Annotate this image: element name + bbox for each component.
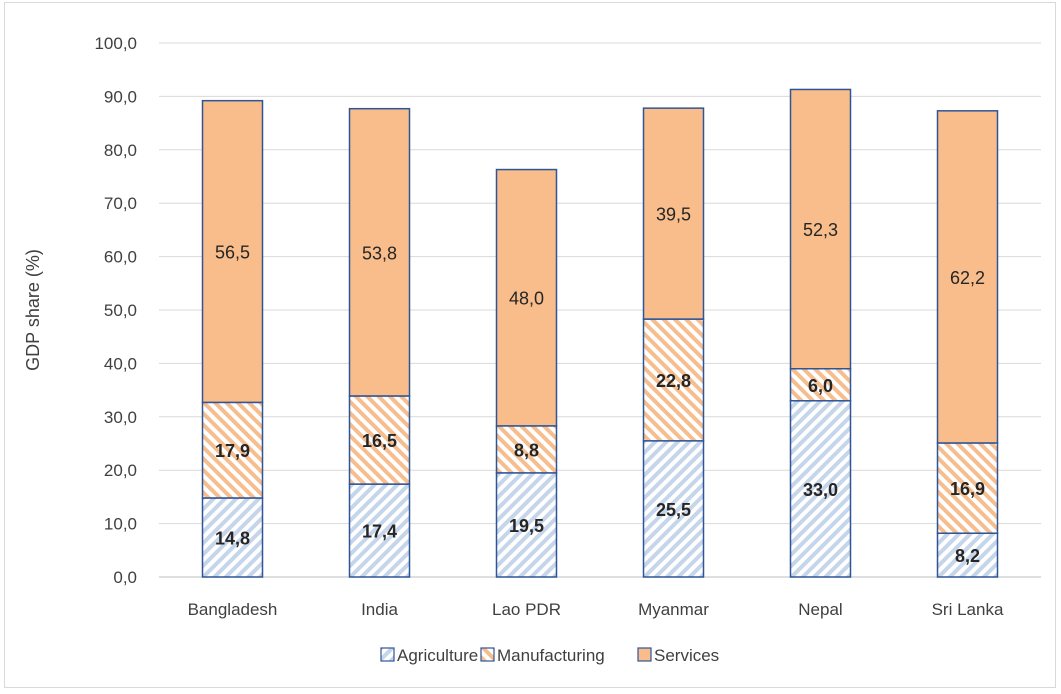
- data-label: 22,8: [656, 371, 691, 391]
- y-tick-label: 70,0: [104, 194, 137, 213]
- y-tick-label: 40,0: [104, 354, 137, 373]
- data-label: 16,5: [362, 431, 397, 451]
- x-tick-label: Nepal: [798, 600, 842, 619]
- y-tick-label: 90,0: [104, 87, 137, 106]
- data-label: 56,5: [215, 243, 250, 263]
- chart-frame: 0,0 10,0 20,0 30,0 40,0 50,0 60,0 70,0 80,0 90,0 1…: [4, 2, 1056, 688]
- bar-segment-manufacturing: [201, 401, 264, 499]
- data-label: 53,8: [362, 243, 397, 263]
- y-axis-tick-labels: 0,0 10,0 20,0 30,0 40,0 50,0 60,0 70,0 80,0 90,0 1…: [94, 34, 137, 587]
- y-tick-label: 10,0: [104, 515, 137, 534]
- bar-segment-services: [936, 110, 999, 444]
- y-tick-label: 80,0: [104, 141, 137, 160]
- y-tick-label: 20,0: [104, 461, 137, 480]
- legend: Agriculture Manufacturing Services: [380, 646, 719, 665]
- bars: 14,8 17,9 56,5 17,4 16,5 53,8 19,5 8,8 48,0 25,5 2…: [201, 88, 999, 578]
- x-tick-label: India: [361, 600, 398, 619]
- data-label: 6,0: [808, 376, 833, 396]
- data-label: 16,9: [950, 479, 985, 499]
- x-tick-label: Lao PDR: [492, 600, 561, 619]
- data-label: 17,9: [215, 441, 250, 461]
- bar-segment-agriculture: [642, 440, 705, 578]
- data-label: 19,5: [509, 516, 544, 536]
- data-label: 52,3: [803, 220, 838, 240]
- data-label: 48,0: [509, 289, 544, 309]
- bar-segment-services: [789, 88, 852, 370]
- bar-segment-agriculture: [936, 532, 999, 578]
- bar-segment-manufacturing: [348, 395, 411, 485]
- data-label: 17,4: [362, 522, 397, 542]
- legend-swatch: [380, 647, 395, 662]
- y-tick-label: 100,0: [94, 34, 137, 53]
- legend-swatch: [480, 647, 495, 662]
- bar-segment-agriculture: [201, 497, 264, 578]
- legend-label: Services: [654, 646, 719, 665]
- bar-segment-agriculture: [348, 483, 411, 578]
- stacked-bar-chart: 0,0 10,0 20,0 30,0 40,0 50,0 60,0 70,0 80,0 90,0 1…: [23, 34, 1041, 665]
- bar-segment-services: [495, 168, 558, 427]
- data-label: 25,5: [656, 500, 691, 520]
- x-tick-label: Bangladesh: [188, 600, 278, 619]
- bar-segment-agriculture: [789, 400, 852, 578]
- x-tick-label: Myanmar: [638, 600, 709, 619]
- gridlines: [159, 42, 1041, 578]
- data-label: 62,2: [950, 268, 985, 288]
- bar-segment-manufacturing: [642, 318, 705, 442]
- data-label: 8,8: [514, 440, 539, 460]
- data-label: 14,8: [215, 528, 250, 548]
- data-label: 33,0: [803, 480, 838, 500]
- legend-label: Agriculture: [397, 646, 478, 665]
- legend-label: Manufacturing: [497, 646, 605, 665]
- bar-segment-services: [201, 99, 264, 404]
- y-tick-label: 30,0: [104, 408, 137, 427]
- bar-segment-services: [348, 107, 411, 397]
- y-tick-label: 50,0: [104, 301, 137, 320]
- x-tick-label: Sri Lanka: [932, 600, 1004, 619]
- data-label: 8,2: [955, 546, 980, 566]
- legend-swatch: [637, 647, 652, 662]
- data-label: 39,5: [656, 205, 691, 225]
- x-axis-tick-labels: Bangladesh India Lao PDR Myanmar Nepal Sri La…: [188, 600, 1004, 619]
- bar-segment-services: [642, 107, 705, 320]
- y-axis-label: GDP share (%): [23, 249, 43, 371]
- y-tick-label: 0,0: [113, 568, 137, 587]
- y-tick-label: 60,0: [104, 248, 137, 267]
